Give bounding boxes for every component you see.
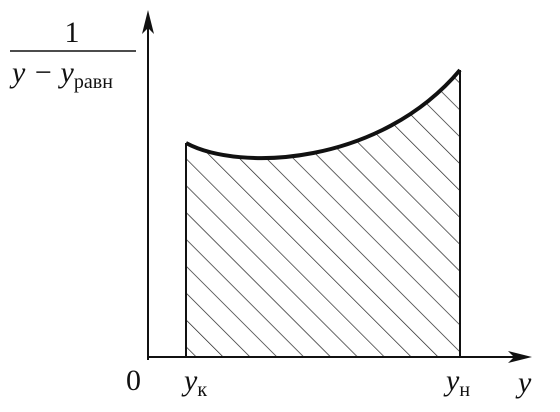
- x-axis-label: y: [515, 366, 532, 399]
- hatched-area: [186, 70, 460, 357]
- denominator-subscript: равн: [74, 71, 113, 93]
- curve: [185, 68, 462, 161]
- y-label-numerator: 1: [65, 16, 80, 49]
- upper-bound-subscript: н: [459, 379, 470, 401]
- y-label-denominator: y − yравн: [9, 56, 113, 93]
- lower-bound-subscript: к: [197, 379, 207, 401]
- x-axis-arrow: [508, 351, 532, 363]
- upper-bound-symbol: y: [443, 364, 460, 397]
- lower-bound-label: yк: [181, 364, 207, 401]
- denominator-text: y − y: [9, 56, 75, 89]
- origin-label: 0: [126, 364, 141, 397]
- y-axis-arrow: [142, 10, 154, 34]
- upper-bound-label: yн: [443, 364, 470, 401]
- lower-bound-symbol: y: [181, 364, 198, 397]
